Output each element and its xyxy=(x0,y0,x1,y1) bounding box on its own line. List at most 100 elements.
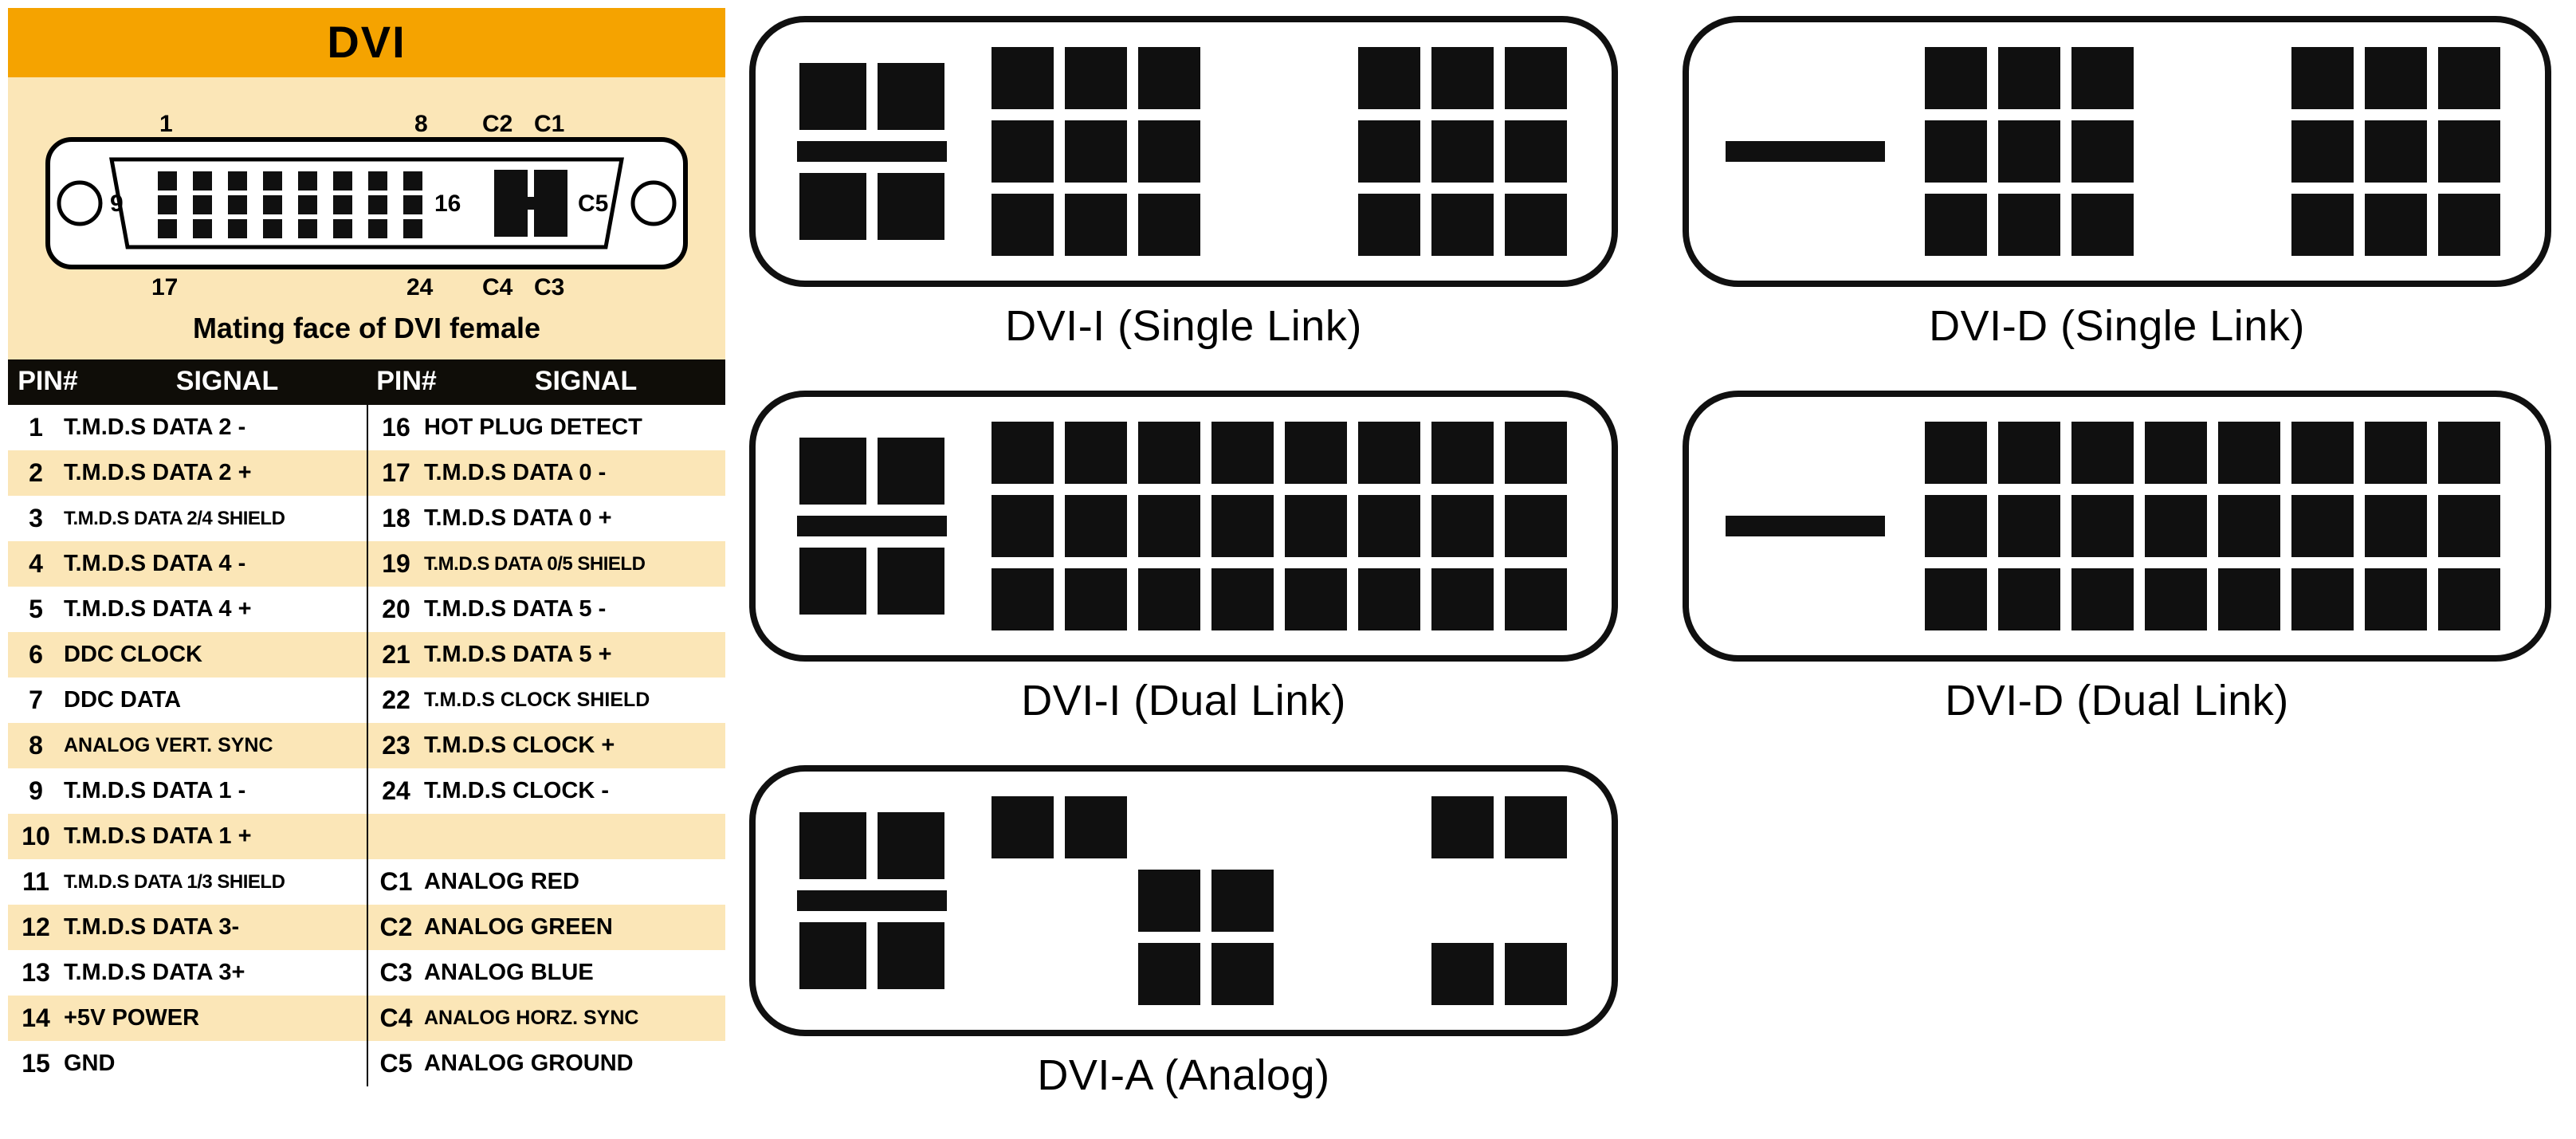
pin-table: 1T.M.D.S DATA 2 -2T.M.D.S DATA 2 +3T.M.D… xyxy=(8,405,725,1086)
pin-row: 6DDC CLOCK xyxy=(8,632,367,678)
pin-signal: DDC DATA xyxy=(64,687,367,713)
pin-grid xyxy=(992,422,1567,630)
pin-signal: T.M.D.S CLOCK + xyxy=(424,732,725,759)
pin-number: 7 xyxy=(8,685,64,715)
pin-label-C2: C2 xyxy=(482,111,512,137)
connector-label: DVI-A (Analog) xyxy=(749,1051,1618,1100)
pin-row: 9T.M.D.S DATA 1 - xyxy=(8,768,367,814)
connector-label: DVI-I (Dual Link) xyxy=(749,676,1618,725)
pin-signal: T.M.D.S DATA 5 + xyxy=(424,642,725,668)
connector-mini-diagram: 1 8 C2 C1 9 16 C5 17 24 C4 C3 xyxy=(24,92,709,307)
pin-signal: ANALOG GROUND xyxy=(424,1051,725,1077)
connector-dvi-i-dual: DVI-I (Dual Link) xyxy=(749,391,1618,725)
pin-number: 23 xyxy=(368,731,424,760)
analog-cblock-icon xyxy=(784,63,960,240)
pin-number: C3 xyxy=(368,958,424,988)
pin-label-24: 24 xyxy=(406,274,434,300)
pin-signal: T.M.D.S CLOCK SHIELD xyxy=(424,689,725,712)
connector-label: DVI-I (Single Link) xyxy=(749,301,1618,351)
pin-signal: T.M.D.S DATA 1 + xyxy=(64,823,367,850)
pin-row: C1ANALOG RED xyxy=(368,859,725,905)
connector-caption: Mating face of DVI female xyxy=(24,307,709,353)
connector-diagram-area: 1 8 C2 C1 9 16 C5 17 24 C4 C3 Mating fac… xyxy=(8,77,725,359)
pin-signal: T.M.D.S DATA 0/5 SHIELD xyxy=(424,553,725,575)
pin-number: 21 xyxy=(368,640,424,670)
pin-signal: T.M.D.S CLOCK - xyxy=(424,778,725,804)
pin-number: C4 xyxy=(368,1003,424,1033)
pin-row: 18T.M.D.S DATA 0 + xyxy=(368,496,725,541)
pin-row: 5T.M.D.S DATA 4 + xyxy=(8,587,367,632)
blade-slot-icon xyxy=(1718,397,1893,655)
pin-number: 2 xyxy=(8,458,64,488)
connector-variants-grid: DVI-I (Single Link) DVI-D (Single Link) DV… xyxy=(749,8,2568,1100)
pin-row: 11T.M.D.S DATA 1/3 SHIELD xyxy=(8,859,367,905)
pin-row: C3ANALOG BLUE xyxy=(368,950,725,996)
pin-row: 14+5V POWER xyxy=(8,996,367,1041)
connector-dvi-d-single: DVI-D (Single Link) xyxy=(1683,16,2551,351)
pin-number: 4 xyxy=(8,549,64,579)
pin-row: 22T.M.D.S CLOCK SHIELD xyxy=(368,678,725,723)
panel-title: DVI xyxy=(8,8,725,77)
pin-signal: +5V POWER xyxy=(64,1005,367,1031)
connector-frame xyxy=(749,16,1618,287)
pin-row: C4ANALOG HORZ. SYNC xyxy=(368,996,725,1041)
pin-signal: T.M.D.S DATA 3- xyxy=(64,914,367,941)
connector-frame xyxy=(1683,16,2551,287)
pin-row: C5ANALOG GROUND xyxy=(368,1041,725,1086)
pin-number: 6 xyxy=(8,640,64,670)
pin-signal: T.M.D.S DATA 1 - xyxy=(64,778,367,804)
pin-row: 13T.M.D.S DATA 3+ xyxy=(8,950,367,996)
pin-number: 15 xyxy=(8,1049,64,1078)
analog-cblock-icon xyxy=(784,438,960,615)
connector-label: DVI-D (Single Link) xyxy=(1683,301,2551,351)
pin-table-header: PIN# SIGNAL PIN# SIGNAL xyxy=(8,359,725,405)
pin-row: 7DDC DATA xyxy=(8,678,367,723)
pin-number: 9 xyxy=(8,776,64,806)
pin-grid xyxy=(992,47,1567,256)
pin-number: C1 xyxy=(368,867,424,897)
header-signal-left: SIGNAL xyxy=(88,366,367,397)
dvi-female-face-icon: 1 8 C2 C1 9 16 C5 17 24 C4 C3 xyxy=(24,92,709,307)
pin-row: C2ANALOG GREEN xyxy=(368,905,725,950)
pin-label-C3: C3 xyxy=(534,274,564,300)
pin-column-left: 1T.M.D.S DATA 2 -2T.M.D.S DATA 2 +3T.M.D… xyxy=(8,405,367,1086)
page-container: DVI xyxy=(8,8,2568,1100)
blade-slot-icon xyxy=(1718,22,1893,281)
pin-signal: GND xyxy=(64,1051,367,1077)
pin-number: 12 xyxy=(8,913,64,942)
pin-label-17: 17 xyxy=(151,274,178,300)
pin-number: 11 xyxy=(8,867,64,897)
pin-signal: ANALOG HORZ. SYNC xyxy=(424,1007,725,1030)
header-signal-right: SIGNAL xyxy=(446,366,725,397)
pin-row: 17T.M.D.S DATA 0 - xyxy=(368,450,725,496)
pin-signal: ANALOG VERT. SYNC xyxy=(64,734,367,757)
pin-row: 12T.M.D.S DATA 3- xyxy=(8,905,367,950)
pin-signal: DDC CLOCK xyxy=(64,642,367,668)
pin-column-right: 16HOT PLUG DETECT17T.M.D.S DATA 0 -18T.M… xyxy=(367,405,725,1086)
pin-label-C5: C5 xyxy=(578,190,608,217)
pin-signal: ANALOG BLUE xyxy=(424,960,725,986)
pin-row: 8ANALOG VERT. SYNC xyxy=(8,723,367,768)
pin-row: 16HOT PLUG DETECT xyxy=(368,405,725,450)
header-pin-left: PIN# xyxy=(8,366,88,397)
pin-number: 10 xyxy=(8,822,64,851)
pin-signal: ANALOG GREEN xyxy=(424,914,725,941)
pin-number: 19 xyxy=(368,549,424,579)
connector-frame xyxy=(749,391,1618,662)
pin-number: 8 xyxy=(8,731,64,760)
connector-frame xyxy=(749,765,1618,1036)
pinout-panel: DVI xyxy=(8,8,725,1100)
pin-row: 19T.M.D.S DATA 0/5 SHIELD xyxy=(368,541,725,587)
pin-label-9: 9 xyxy=(110,190,124,217)
pin-signal: T.M.D.S DATA 0 - xyxy=(424,460,725,486)
connector-label: DVI-D (Dual Link) xyxy=(1683,676,2551,725)
pin-number: 14 xyxy=(8,1003,64,1033)
pin-label-8: 8 xyxy=(414,111,428,137)
pin-number: C2 xyxy=(368,913,424,942)
connector-dvi-i-single: DVI-I (Single Link) xyxy=(749,16,1618,351)
pin-signal: T.M.D.S DATA 2/4 SHIELD xyxy=(64,508,367,530)
pin-number: 18 xyxy=(368,504,424,533)
pin-signal: T.M.D.S DATA 5 - xyxy=(424,596,725,623)
pin-signal: T.M.D.S DATA 2 - xyxy=(64,414,367,441)
pin-row: 24T.M.D.S CLOCK - xyxy=(368,768,725,814)
